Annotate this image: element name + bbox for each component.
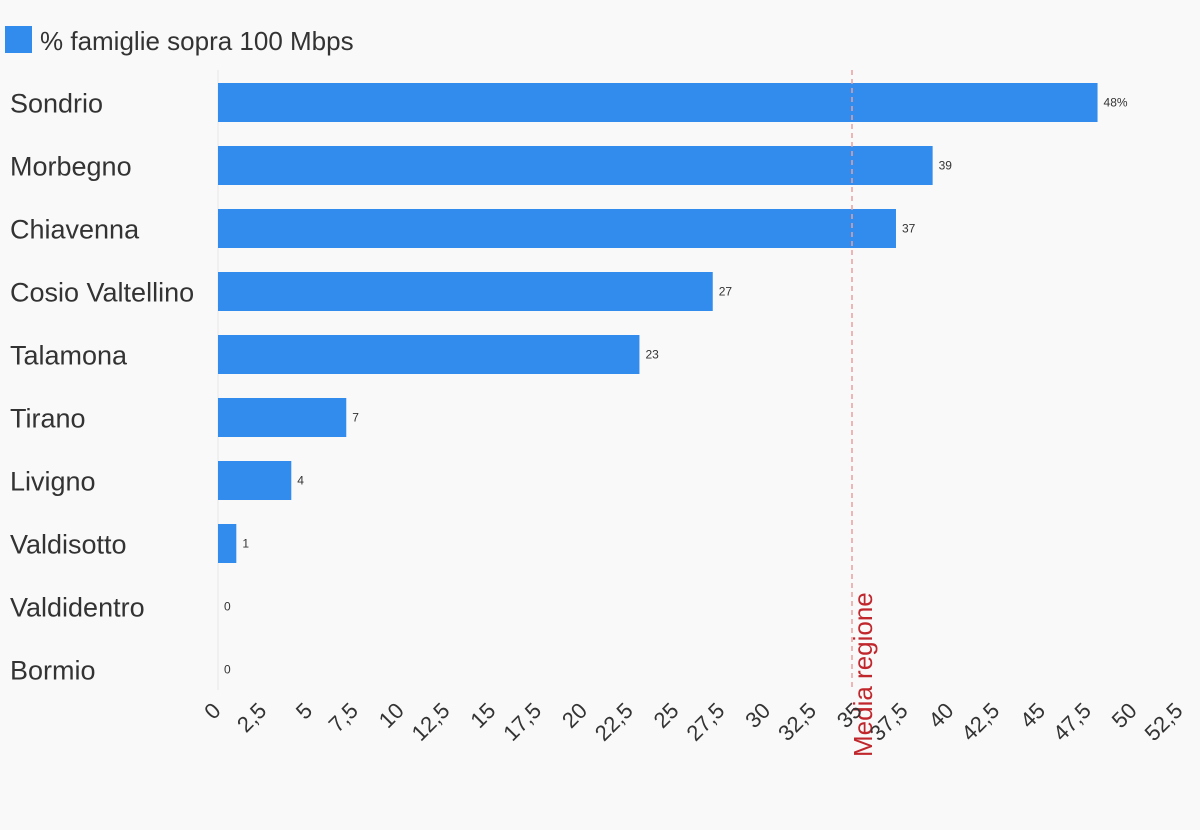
bar-livigno (218, 461, 292, 500)
category-label: Cosio Valtellino (10, 278, 194, 308)
x-tick-label: 47,5 (1048, 698, 1096, 746)
bar-valdisotto (218, 524, 237, 563)
category-label: Tirano (10, 404, 86, 434)
data-label: 39 (939, 159, 953, 173)
category-label: Sondrio (10, 89, 103, 119)
bars (218, 83, 1098, 563)
x-tick-label: 30 (740, 698, 775, 733)
data-labels: 48% 39 37 27 23 7 4 1 0 0 (224, 96, 1128, 677)
data-label: 23 (645, 348, 659, 362)
x-tick-label: 17,5 (498, 698, 546, 746)
x-tick-label: 52,5 (1140, 698, 1188, 746)
category-label: Livigno (10, 467, 96, 497)
bar-talamona (218, 335, 640, 374)
x-tick-label: 10 (374, 698, 409, 733)
legend: % famiglie sopra 100 Mbps (5, 26, 354, 56)
data-label: 48% (1104, 96, 1128, 110)
x-tick-label: 12,5 (407, 698, 455, 746)
bar-cosio-valtellino (218, 272, 713, 311)
x-tick-label: 0 (199, 698, 225, 724)
category-label: Bormio (10, 656, 96, 686)
legend-swatch (5, 26, 32, 53)
bar-chiavenna (218, 209, 896, 248)
category-label: Morbegno (10, 152, 132, 182)
data-label: 27 (719, 285, 733, 299)
x-tick-label: 15 (465, 698, 500, 733)
category-label: Valdisotto (10, 530, 127, 560)
data-label: 0 (224, 600, 231, 614)
data-label: 37 (902, 222, 916, 236)
x-tick-label: 45 (1015, 698, 1050, 733)
bar-sondrio (218, 83, 1098, 122)
category-labels: Sondrio Morbegno Chiavenna Cosio Valtellino… (10, 89, 194, 686)
x-tick-label: 40 (923, 698, 958, 733)
x-tick-label: 25 (649, 698, 684, 733)
bar-morbegno (218, 146, 933, 185)
category-label: Chiavenna (10, 215, 140, 245)
data-label: 0 (224, 663, 231, 677)
x-tick-label: 42,5 (956, 698, 1004, 746)
category-label: Talamona (10, 341, 128, 371)
x-tick-label: 20 (557, 698, 592, 733)
x-tick-label: 22,5 (590, 698, 638, 746)
x-tick-label: 27,5 (681, 698, 729, 746)
bar-tirano (218, 398, 347, 437)
reference-line-label: Media regione (848, 592, 878, 757)
data-label: 1 (242, 537, 249, 551)
category-label: Valdidentro (10, 593, 145, 623)
legend-label: % famiglie sopra 100 Mbps (40, 26, 354, 56)
x-tick-label: 50 (1107, 698, 1142, 733)
reference-line: Media regione (848, 70, 878, 757)
x-tick-label: 5 (291, 698, 317, 724)
data-label: 4 (297, 474, 304, 488)
x-tick-label: 2,5 (232, 698, 271, 737)
x-tick-label: 7,5 (324, 698, 363, 737)
x-tick-label: 32,5 (773, 698, 821, 746)
data-label: 7 (352, 411, 359, 425)
